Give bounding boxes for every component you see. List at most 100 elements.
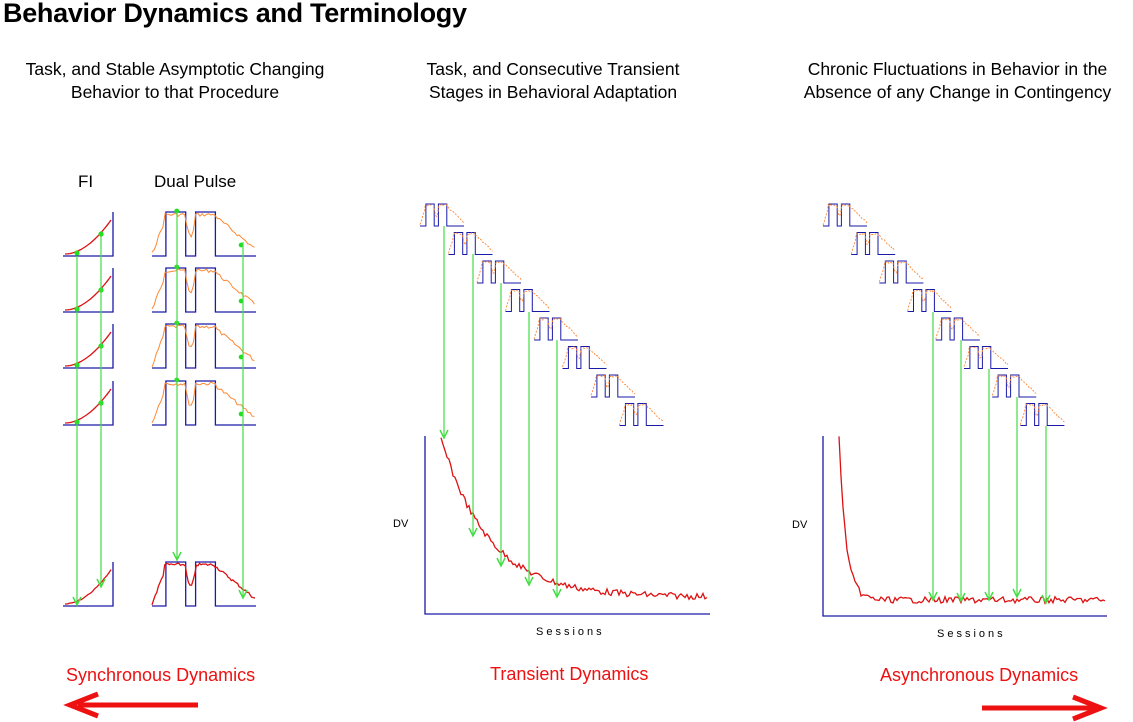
left-header-line2: Behavior to that Procedure (70, 82, 280, 102)
fi-dot-a-1 (74, 250, 80, 256)
fi-axes-bottom (63, 562, 114, 607)
mid-arrow-1-head (439, 429, 449, 440)
fi-axes-3 (63, 324, 114, 369)
mid-stage-response-7 (590, 374, 636, 396)
dp-arrow-a-head (172, 551, 182, 562)
right-sessions-label: Sessions (937, 628, 1006, 640)
right-axes (822, 436, 1107, 617)
right-stage-pulse-3 (879, 260, 924, 284)
mid-stage-pulse-5 (534, 317, 578, 341)
transient-panel (419, 203, 710, 615)
right-dv-curve (838, 436, 1106, 605)
right-header-line2: Absence of any Change in Contingency (803, 82, 1112, 102)
middle-sessions-label: Sessions (536, 626, 605, 638)
fi-column (63, 212, 114, 607)
mid-stage-pulse-3 (477, 260, 521, 284)
asynchronous-dynamics-label: Asynchronous Dynamics (880, 665, 1079, 685)
mid-arrow-3-head (496, 557, 506, 568)
fi-label: FI (78, 172, 94, 191)
dual-pulse-column (151, 208, 256, 607)
right-arrow-2-head (956, 592, 966, 603)
right-stage-pulse-5 (935, 317, 980, 341)
right-arrow-3-head (984, 591, 994, 602)
right-stage-response-6 (963, 346, 1009, 367)
dp-arrow-b-head (238, 589, 248, 600)
dp-dot-b-2 (238, 298, 244, 304)
dp-dot-b-1 (238, 242, 244, 248)
dp-dot-b-3 (238, 354, 244, 360)
middle-header-line1: Task, and Consecutive Transient (426, 59, 680, 79)
dual-pulse-label: Dual Pulse (154, 172, 237, 191)
right-stage-pulse-4 (907, 289, 952, 312)
middle-header-line2: Stages in Behavioral Adaptation (428, 82, 678, 102)
dp-response-bottom (151, 562, 256, 606)
mid-stage-response-5 (533, 317, 579, 340)
right-stage-response-8 (1019, 403, 1065, 425)
mid-stage-pulse-7 (591, 374, 635, 398)
mid-stage-pulse-1 (420, 203, 464, 227)
right-panel-header: Chronic Fluctuations in Behavior in the … (775, 58, 1133, 104)
mid-dv-curve (440, 437, 708, 601)
mid-stage-response-2 (448, 231, 493, 254)
dp-response-2 (151, 268, 255, 310)
mid-stage-response-8 (619, 403, 664, 426)
mid-arrow-5-head (552, 588, 562, 599)
right-stage-response-4 (907, 289, 952, 311)
dp-response-3 (151, 324, 255, 368)
dp-response-1 (151, 212, 255, 253)
right-arrow-5-head (1041, 594, 1051, 605)
dp-dot-a-1 (174, 208, 180, 214)
fi-curve-4 (64, 388, 112, 424)
middle-panel-header: Task, and Consecutive Transient Stages i… (388, 58, 718, 104)
mid-stage-pulse-4 (505, 289, 550, 312)
mid-stage-pulse-6 (562, 346, 607, 369)
page-title: Behavior Dynamics and Terminology (3, 0, 467, 28)
dp-pulse-2 (152, 267, 256, 313)
fi-arrow-b-head (96, 578, 106, 589)
right-stage-pulse-7 (992, 374, 1037, 398)
right-stage-response-7 (991, 374, 1037, 396)
mid-stage-pulse-2 (448, 232, 493, 255)
right-stage-pulse-6 (964, 346, 1008, 369)
fi-axes-4 (63, 381, 114, 426)
fi-dot-b-1 (98, 231, 104, 237)
middle-dv-label: DV (393, 518, 409, 530)
dp-pulse-1 (152, 211, 256, 257)
left-panel-header: Task, and Stable Asymptotic Changing Beh… (0, 58, 350, 104)
right-arrow-4-head (1012, 588, 1022, 599)
right-stage-response-1 (822, 203, 868, 226)
fi-curve-3 (64, 331, 112, 367)
mid-stage-response-1 (419, 203, 465, 225)
right-stage-response-5 (935, 317, 980, 340)
mid-axes (424, 436, 710, 615)
right-arrow-head (1072, 694, 1108, 722)
right-dv-label: DV (792, 519, 808, 531)
direction-arrows (63, 691, 1108, 722)
right-stage-pulse-2 (851, 232, 896, 255)
fi-curve-2 (64, 275, 112, 311)
right-stage-response-3 (878, 260, 924, 283)
dp-pulse-bottom (152, 561, 256, 607)
right-stage-pulse-8 (1020, 403, 1065, 426)
dp-pulse-4 (152, 380, 256, 426)
synchronous-dynamics-label: Synchronous Dynamics (66, 665, 256, 685)
right-stage-response-2 (850, 232, 896, 255)
asynchronous-panel (822, 203, 1107, 617)
fi-axes-1 (63, 212, 114, 257)
mid-stage-response-3 (476, 261, 522, 283)
dp-response-4 (151, 381, 255, 424)
right-header-line1: Chronic Fluctuations in Behavior in the (807, 59, 1108, 79)
mid-stage-response-4 (505, 289, 550, 311)
left-header-line1: Task, and Stable Asymptotic Changing (25, 59, 325, 79)
right-arrow-1-head (928, 591, 938, 602)
fi-curve-bottom (65, 569, 112, 605)
fi-curve-1 (64, 219, 112, 255)
mid-arrow-4-head (524, 576, 534, 587)
dp-dot-b-4 (238, 411, 244, 417)
mid-arrow-2-head (468, 527, 478, 538)
fi-arrow-a-head (72, 596, 82, 607)
fi-axes-2 (63, 268, 114, 313)
left-arrow-head (63, 691, 99, 719)
mid-stage-pulse-8 (619, 403, 664, 426)
